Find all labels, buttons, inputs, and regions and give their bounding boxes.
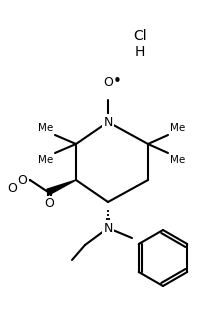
Text: O: O [44, 197, 54, 210]
Polygon shape [47, 180, 76, 195]
Text: O: O [7, 181, 17, 194]
Text: N: N [103, 116, 113, 129]
Text: Me: Me [170, 123, 185, 133]
Text: Me: Me [38, 123, 53, 133]
Text: O: O [17, 174, 27, 187]
Text: O: O [103, 76, 113, 88]
Text: Me: Me [170, 155, 185, 165]
Text: N: N [103, 222, 113, 234]
Text: •: • [113, 74, 121, 90]
Text: H: H [135, 45, 145, 59]
Text: Me: Me [38, 155, 53, 165]
Text: Cl: Cl [133, 29, 147, 43]
